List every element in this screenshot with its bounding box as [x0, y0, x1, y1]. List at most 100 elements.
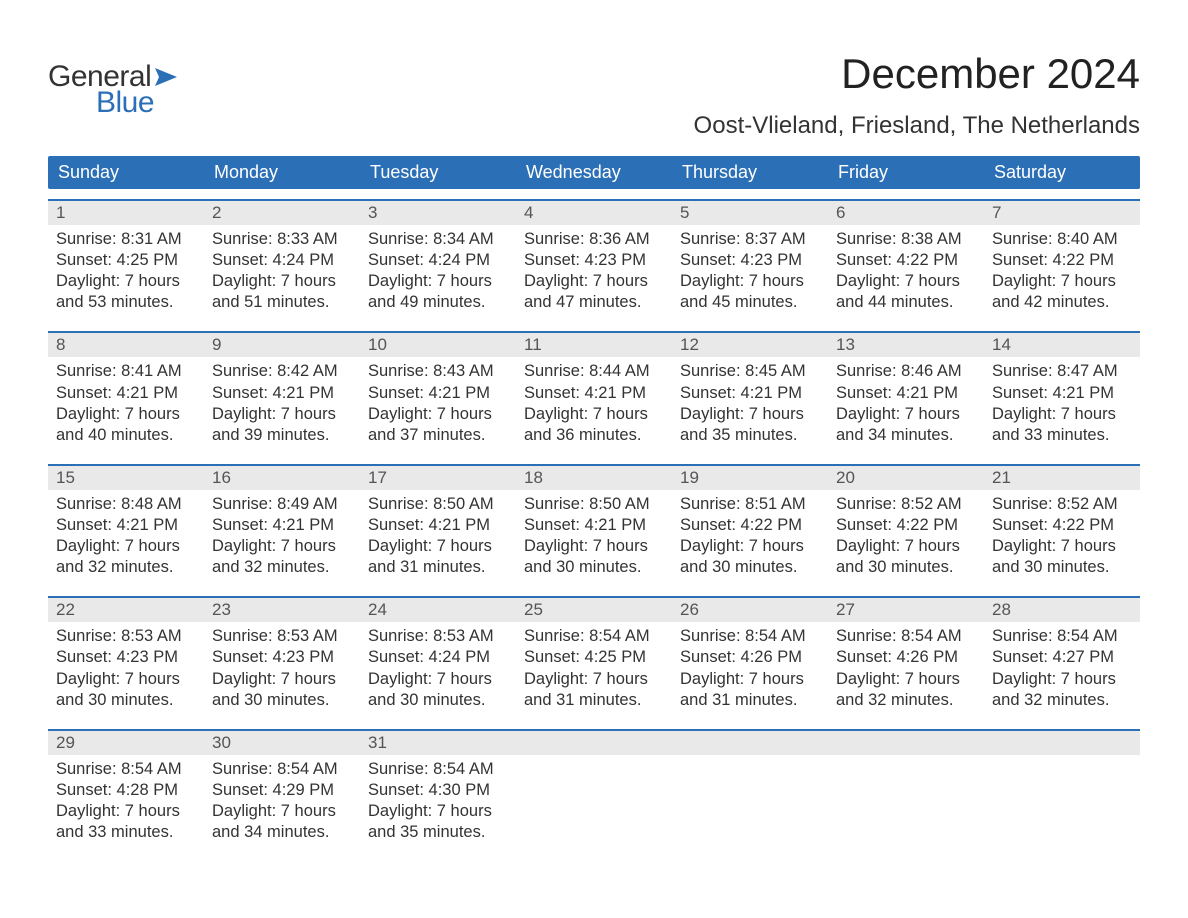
- day-cell: Sunrise: 8:48 AMSunset: 4:21 PMDaylight:…: [48, 490, 204, 586]
- weekday-header: Tuesday: [360, 156, 516, 189]
- date-number: 11: [516, 333, 672, 357]
- daylight-text: Daylight: 7 hours: [680, 271, 820, 292]
- daylight-text: and 47 minutes.: [524, 292, 664, 313]
- daylight-text: Daylight: 7 hours: [992, 536, 1132, 557]
- date-strip: 293031: [48, 729, 1140, 755]
- daylight-text: and 30 minutes.: [992, 557, 1132, 578]
- date-number: 1: [48, 201, 204, 225]
- sunrise-text: Sunrise: 8:36 AM: [524, 229, 664, 250]
- day-cell: Sunrise: 8:41 AMSunset: 4:21 PMDaylight:…: [48, 357, 204, 453]
- sunset-text: Sunset: 4:21 PM: [992, 383, 1132, 404]
- content-row: Sunrise: 8:53 AM Sunset: 4:23 PM Daylight:…: [48, 622, 1140, 718]
- daylight-text: Daylight: 7 hours: [524, 536, 664, 557]
- location-subtitle: Oost-Vlieland, Friesland, The Netherland…: [694, 112, 1140, 140]
- sunset-text: Sunset: 4:25 PM: [56, 250, 196, 271]
- sunrise-text: Sunrise: 8:53 AM: [212, 626, 352, 647]
- sunset-text: Sunset: 4:23 PM: [56, 647, 196, 668]
- day-cell: Sunrise: 8:40 AMSunset: 4:22 PMDaylight:…: [984, 225, 1140, 321]
- sunrise-text: Sunrise: 8:40 AM: [992, 229, 1132, 250]
- sunset-text: Sunset: 4:22 PM: [836, 515, 976, 536]
- sunrise-text: Sunrise: 8:53 AM: [368, 626, 508, 647]
- sunrise-text: Sunrise: 8:54 AM: [524, 626, 664, 647]
- sunset-text: Sunset: 4:21 PM: [212, 383, 352, 404]
- calendar-week: 293031Sunrise: 8:54 AMSunset: 4:28 PMDay…: [48, 729, 1140, 851]
- day-cell: Sunrise: 8:43 AMSunset: 4:21 PMDaylight:…: [360, 357, 516, 453]
- weekday-header: Monday: [204, 156, 360, 189]
- daylight-text: and 44 minutes.: [836, 292, 976, 313]
- sunrise-text: Sunrise: 8:43 AM: [368, 361, 508, 382]
- sunrise-text: Sunrise: 8:47 AM: [992, 361, 1132, 382]
- sunset-text: Sunset: 4:23 PM: [680, 250, 820, 271]
- daylight-text: and 30 minutes.: [212, 690, 352, 711]
- date-number: 16: [204, 466, 360, 490]
- daylight-text: Daylight: 7 hours: [56, 801, 196, 822]
- daylight-text: Daylight: 7 hours: [368, 271, 508, 292]
- day-cell: Sunrise: 8:50 AMSunset: 4:21 PMDaylight:…: [516, 490, 672, 586]
- date-number: 27: [828, 598, 984, 622]
- day-cell: [984, 755, 1140, 851]
- day-cell: Sunrise: 8:53 AMSunset: 4:23 PMDaylight:…: [48, 622, 204, 718]
- daylight-text: and 34 minutes.: [212, 822, 352, 843]
- daylight-text: and 30 minutes.: [836, 557, 976, 578]
- sunrise-text: Sunrise: 8:52 AM: [836, 494, 976, 515]
- daylight-text: Daylight: 7 hours: [56, 536, 196, 557]
- weekday-header-row: Sunday Monday Tuesday Wednesday Thursday…: [48, 156, 1140, 189]
- daylight-text: Daylight: 7 hours: [212, 404, 352, 425]
- daylight-text: and 30 minutes.: [524, 557, 664, 578]
- sunrise-text: Sunrise: 8:31 AM: [56, 229, 196, 250]
- daylight-text: and 53 minutes.: [56, 292, 196, 313]
- date-number: 22: [48, 598, 204, 622]
- sunset-text: Sunset: 4:21 PM: [836, 383, 976, 404]
- daylight-text: Daylight: 7 hours: [524, 404, 664, 425]
- month-title: December 2024: [694, 50, 1140, 98]
- daylight-text: Daylight: 7 hours: [836, 536, 976, 557]
- weekday-header: Thursday: [672, 156, 828, 189]
- sunset-text: Sunset: 4:26 PM: [836, 647, 976, 668]
- daylight-text: and 33 minutes.: [992, 425, 1132, 446]
- date-number: 31: [360, 731, 516, 755]
- date-strip: 15161718192021: [48, 464, 1140, 490]
- daylight-text: Daylight: 7 hours: [368, 404, 508, 425]
- daylight-text: Daylight: 7 hours: [56, 271, 196, 292]
- daylight-text: and 32 minutes.: [992, 690, 1132, 711]
- sunset-text: Sunset: 4:30 PM: [368, 780, 508, 801]
- sunset-text: Sunset: 4:21 PM: [680, 383, 820, 404]
- sunset-text: Sunset: 4:27 PM: [992, 647, 1132, 668]
- sunset-text: Sunset: 4:21 PM: [368, 383, 508, 404]
- date-number: 29: [48, 731, 204, 755]
- sunset-text: Sunset: 4:21 PM: [524, 383, 664, 404]
- weekday-header: Friday: [828, 156, 984, 189]
- daylight-text: and 40 minutes.: [56, 425, 196, 446]
- daylight-text: Daylight: 7 hours: [524, 669, 664, 690]
- daylight-text: Daylight: 7 hours: [212, 271, 352, 292]
- daylight-text: Daylight: 7 hours: [212, 801, 352, 822]
- date-number: 4: [516, 201, 672, 225]
- daylight-text: and 31 minutes.: [524, 690, 664, 711]
- daylight-text: and 35 minutes.: [680, 425, 820, 446]
- sunrise-text: Sunrise: 8:34 AM: [368, 229, 508, 250]
- date-number: [828, 731, 984, 755]
- daylight-text: and 30 minutes.: [680, 557, 820, 578]
- day-cell: Sunrise: 8:34 AMSunset: 4:24 PMDaylight:…: [360, 225, 516, 321]
- date-number: 9: [204, 333, 360, 357]
- date-number: 13: [828, 333, 984, 357]
- date-number: 30: [204, 731, 360, 755]
- daylight-text: Daylight: 7 hours: [368, 669, 508, 690]
- sunrise-text: Sunrise: 8:38 AM: [836, 229, 976, 250]
- date-number: [672, 731, 828, 755]
- weekday-header: Saturday: [984, 156, 1140, 189]
- daylight-text: and 36 minutes.: [524, 425, 664, 446]
- sunrise-text: Sunrise: 8:42 AM: [212, 361, 352, 382]
- daylight-text: Daylight: 7 hours: [836, 669, 976, 690]
- date-number: 12: [672, 333, 828, 357]
- date-number: [516, 731, 672, 755]
- daylight-text: Daylight: 7 hours: [56, 404, 196, 425]
- calendar-week: 22232425262728Sunrise: 8:53 AMSunset: 4:…: [48, 596, 1140, 718]
- day-cell: Sunrise: 8:53 AMSunset: 4:23 PMDaylight:…: [204, 622, 360, 718]
- sunrise-text: Sunrise: 8:50 AM: [368, 494, 508, 515]
- day-cell: Sunrise: 8:52 AMSunset: 4:22 PMDaylight:…: [828, 490, 984, 586]
- date-number: 19: [672, 466, 828, 490]
- daylight-text: Daylight: 7 hours: [680, 536, 820, 557]
- day-cell: Sunrise: 8:54 AMSunset: 4:28 PMDaylight:…: [48, 755, 204, 851]
- sunrise-text: Sunrise: 8:52 AM: [992, 494, 1132, 515]
